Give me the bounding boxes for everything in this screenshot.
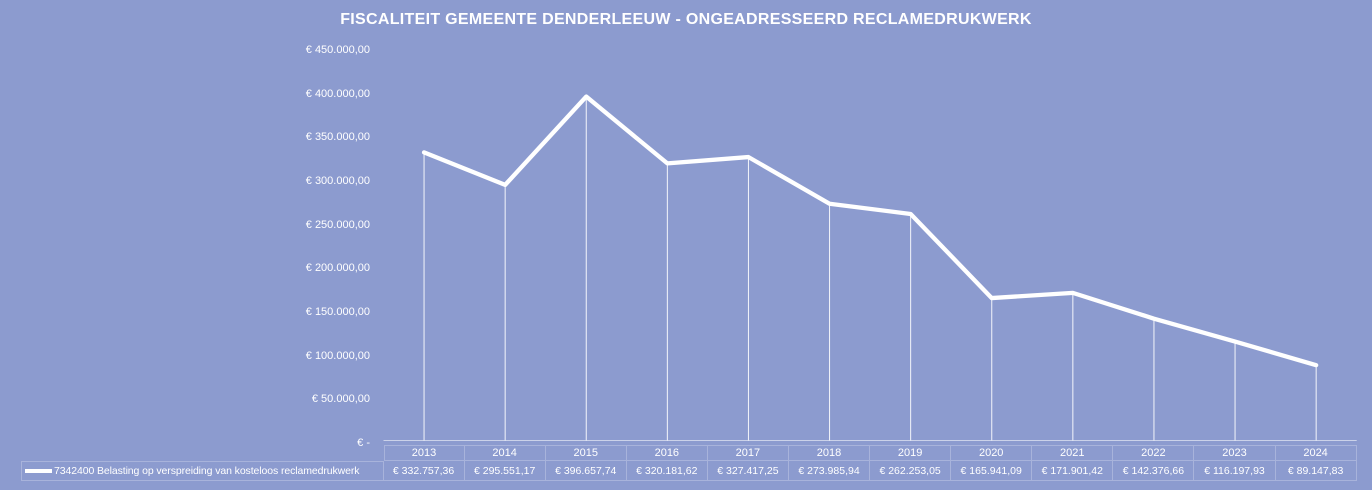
y-axis-label: € 250.000,00 (305, 218, 370, 231)
y-axis-label: € 150.000,00 (305, 306, 370, 318)
table-header-year-2023: 2023 (1194, 445, 1276, 461)
table-cell-value-2023: € 116.197,93 (1194, 461, 1276, 481)
chart-title: FISCALITEIT GEMEENTE DENDERLEEUW - ONGEA… (340, 11, 1032, 28)
series-line (421, 94, 1319, 368)
table-header-year-2017: 2017 (707, 445, 789, 461)
table-cell-value-2016: € 320.181,62 (626, 461, 708, 481)
y-axis-label: € 350.000,00 (305, 131, 370, 144)
table-header-year-2024: 2024 (1275, 445, 1357, 461)
y-axis-label: € 300.000,00 (305, 175, 370, 187)
data-table: 2013 2014 2015 2016 2017 2018 2019 2020 2021 2022… (21, 445, 1357, 481)
table-cell-value-2021: € 171.901,42 (1032, 461, 1114, 481)
y-axis-label: € 200.000,00 (305, 262, 370, 275)
y-axis-label: € 100.000,00 (305, 349, 370, 362)
y-axis-label: € 400.000,00 (305, 87, 370, 100)
y-axis-label: € - (357, 437, 370, 449)
legend-line-swatch-icon (25, 469, 52, 473)
table-cell-value-2020: € 165.941,09 (951, 461, 1033, 481)
legend-series-label: 7342400 Belasting op verspreiding van ko… (54, 465, 360, 477)
table-cell-value-2013: € 332.757,36 (383, 461, 465, 481)
table-header-year-2021: 2021 (1032, 445, 1114, 461)
table-cell-value-2018: € 273.985,94 (788, 461, 871, 481)
table-cell-value-2019: € 262.253,05 (870, 461, 952, 481)
table-header-year-2014: 2014 (464, 445, 546, 461)
y-axis-label: € 450.000,00 (305, 44, 370, 56)
legend-cell: 7342400 Belasting op verspreiding van ko… (21, 461, 384, 481)
table-corner-spacer (21, 445, 384, 461)
table-header-year-2020: 2020 (951, 445, 1033, 461)
table-cell-value-2022: € 142.376,66 (1113, 461, 1195, 481)
table-header-year-2016: 2016 (626, 445, 708, 461)
table-header-year-2015: 2015 (545, 445, 627, 461)
table-header-year-2018: 2018 (788, 445, 871, 461)
table-cell-value-2024: € 89.147,83 (1275, 461, 1357, 481)
table-header-year-2019: 2019 (870, 445, 952, 461)
table-header-year-2013: 2013 (383, 445, 465, 461)
table-header-year-2022: 2022 (1113, 445, 1195, 461)
table-cell-value-2015: € 396.657,74 (545, 461, 627, 481)
table-cell-value-2014: € 295.551,17 (464, 461, 546, 481)
y-axis-label: € 50.000,00 (311, 393, 370, 406)
table-cell-value-2017: € 327.417,25 (707, 461, 789, 481)
